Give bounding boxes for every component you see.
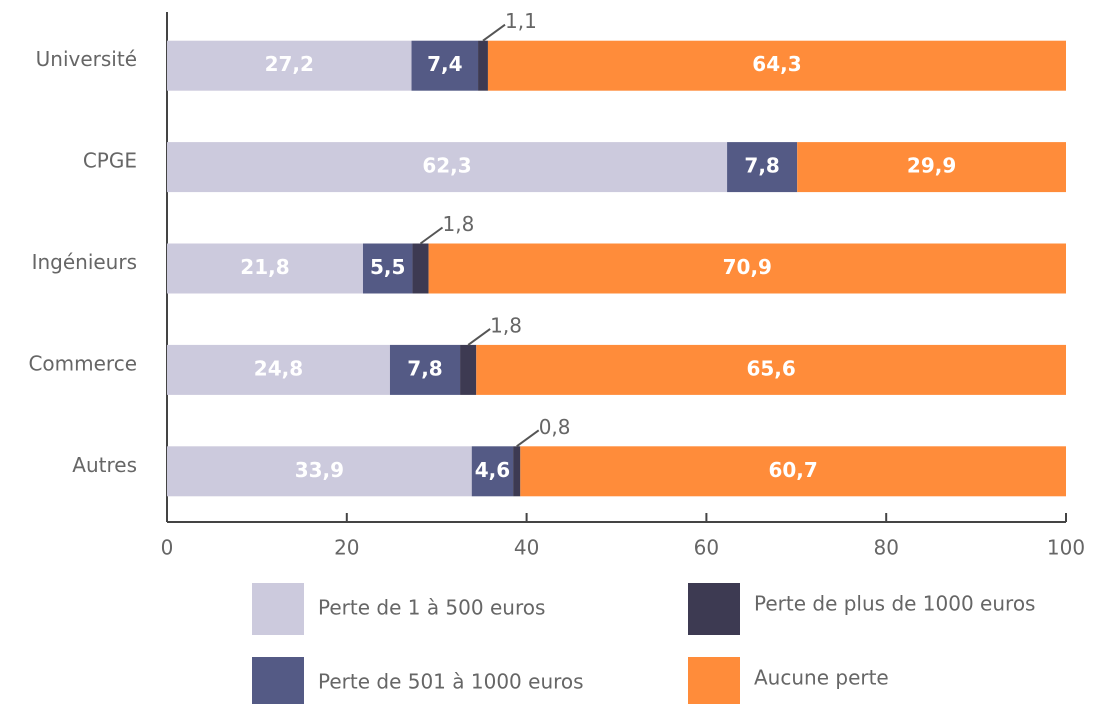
bar-segment [513, 446, 521, 497]
legend-swatch [252, 583, 304, 635]
leader-line [482, 23, 506, 42]
bar-segment [167, 142, 728, 193]
bar-segment [476, 344, 1067, 395]
bar-segment [411, 40, 479, 91]
value-label: 33,9 [295, 458, 344, 482]
bar-segment [471, 446, 514, 497]
value-label: 7,8 [407, 356, 442, 380]
leader-line [467, 328, 491, 346]
value-label: 65,6 [746, 356, 795, 380]
leader-line [516, 429, 540, 448]
bar-segment [428, 243, 1066, 294]
x-tick-label: 20 [334, 536, 359, 560]
y-tick-label: CPGE [83, 149, 137, 173]
bar-segment [167, 344, 390, 395]
bar-segment [167, 446, 472, 497]
value-label: 7,8 [744, 154, 779, 178]
value-label: 62,3 [422, 154, 471, 178]
legend-label: Perte de 1 à 500 euros [318, 596, 545, 620]
value-label: 0,8 [539, 415, 571, 439]
y-tick-label: Université [36, 47, 137, 71]
value-label: 64,3 [752, 52, 801, 76]
leader-line [419, 226, 444, 245]
legend-label: Perte de 501 à 1000 euros [318, 670, 584, 694]
value-label: 1,8 [490, 313, 522, 337]
y-tick-label: Commerce [28, 351, 137, 375]
legend-swatch [688, 583, 740, 635]
x-tick-label: 100 [1047, 536, 1085, 560]
value-label: 60,7 [768, 458, 817, 482]
bar-segment [520, 446, 1066, 497]
value-label: 29,9 [907, 154, 956, 178]
bar-segment [412, 243, 429, 294]
value-label: 1,1 [505, 9, 537, 33]
bar-segment [167, 243, 363, 294]
bar-segment [389, 344, 461, 395]
y-tick-label: Ingénieurs [32, 250, 137, 274]
bar-segment [487, 40, 1066, 91]
legend-swatch [252, 657, 304, 704]
bar-segment [797, 142, 1066, 193]
bar-segment [167, 40, 412, 91]
value-label: 27,2 [265, 52, 314, 76]
legend-label: Perte de plus de 1000 euros [754, 592, 1035, 616]
legend-label: Aucune perte [754, 666, 889, 690]
bar-segment [362, 243, 413, 294]
x-tick-label: 40 [514, 536, 539, 560]
value-label: 1,8 [443, 212, 475, 236]
x-tick-label: 80 [873, 536, 898, 560]
value-label: 21,8 [240, 255, 289, 279]
bar-segment [727, 142, 798, 193]
x-tick-label: 60 [694, 536, 719, 560]
value-label: 7,4 [427, 52, 462, 76]
bar-segment [460, 344, 477, 395]
y-tick-label: Autres [72, 453, 137, 477]
x-tick-label: 0 [161, 536, 174, 560]
value-label: 24,8 [254, 356, 303, 380]
value-label: 70,9 [723, 255, 772, 279]
value-label: 5,5 [370, 255, 405, 279]
legend-swatch [688, 657, 740, 704]
value-label: 4,6 [475, 458, 510, 482]
bar-segment [478, 40, 488, 91]
